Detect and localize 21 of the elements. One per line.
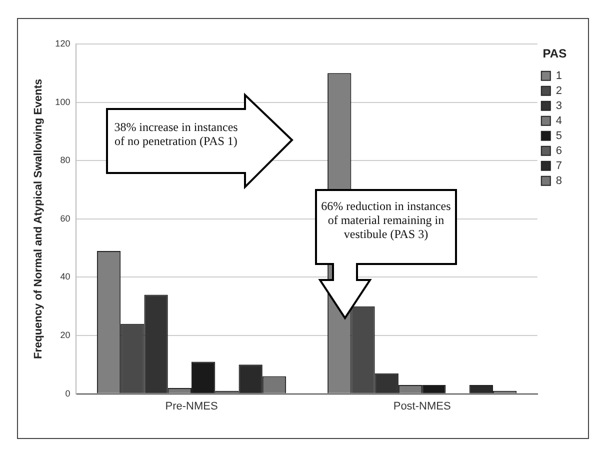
y-tick-label: 100 (55, 96, 70, 107)
annotation: 38% increase in instances of no penetration (PAS 1) (113, 120, 239, 148)
legend-label: 7 (556, 160, 562, 172)
y-tick-label: 20 (60, 330, 70, 340)
legend-label: 6 (556, 144, 562, 157)
legend-label: 8 (556, 174, 562, 187)
annotation: 66% reduction in instances of material remaining in vestibule (PAS 3) (320, 199, 452, 241)
y-tick-label: 80 (60, 155, 70, 166)
legend-label: 2 (556, 84, 562, 97)
y-axis-title: Frequency of Normal and Atypical Swallowing Events (32, 78, 45, 359)
x-tick-label: Post-NMES (393, 400, 451, 412)
legend-label: 4 (556, 114, 562, 127)
x-tick-label: Pre-NMES (165, 400, 218, 412)
y-tick-label: 40 (60, 272, 70, 282)
legend-label: 1 (556, 70, 562, 82)
y-tick-label: 60 (60, 213, 70, 224)
y-tick-label: 120 (55, 38, 70, 48)
legend-label: 3 (556, 100, 562, 112)
legend-label: 5 (556, 130, 562, 142)
legend-title: PAS (542, 46, 567, 60)
y-tick-label: 0 (65, 388, 70, 398)
